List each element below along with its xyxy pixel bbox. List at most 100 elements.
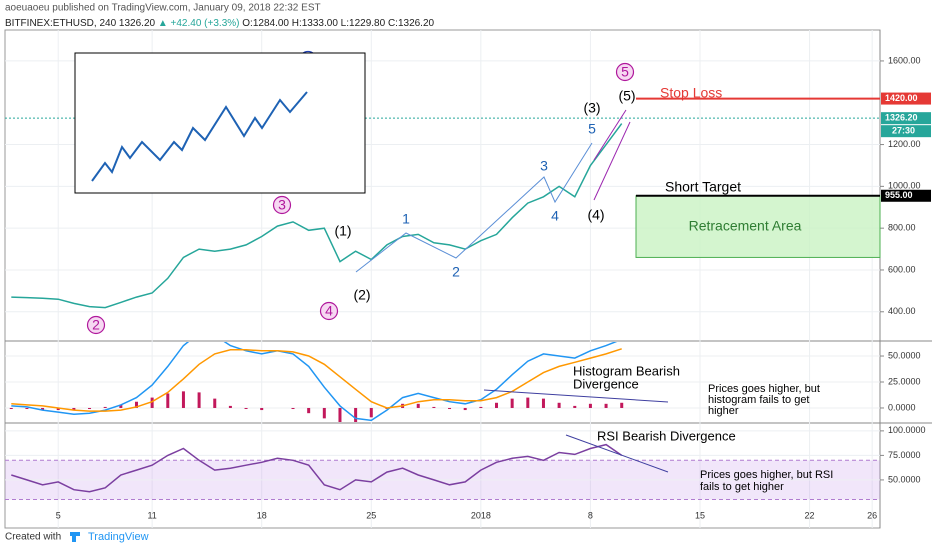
note: Histogram Bearish [573, 363, 680, 378]
x-tick-label: 8 [588, 510, 593, 520]
histogram-bar [260, 407, 264, 411]
note: Divergence [573, 376, 639, 391]
y-tick-label: 25.0000 [888, 376, 921, 386]
created-with: Created with [5, 532, 61, 543]
level-label: 955.00 [885, 190, 913, 200]
note: RSI Bearish Divergence [597, 428, 736, 443]
series-line [11, 123, 623, 309]
histogram-bar [181, 391, 185, 408]
level-badge [881, 112, 931, 125]
level-label: 1326.20 [885, 113, 918, 123]
annotation: 3 [540, 158, 548, 174]
histogram-bar [41, 407, 45, 411]
x-tick-label: 5 [56, 510, 61, 520]
wave-line [355, 142, 593, 273]
histogram-bar [604, 403, 608, 408]
label-circle [272, 195, 292, 215]
x-tick-label: 2018 [471, 510, 491, 520]
histogram-bar [150, 397, 154, 408]
level-badge [881, 189, 931, 202]
annotation: 2 [92, 317, 100, 333]
annotation: (1) [334, 223, 351, 239]
y-tick-label: 0.0000 [888, 402, 916, 412]
level-label: 1420.00 [885, 93, 918, 103]
histogram-bar [620, 402, 624, 408]
histogram-bar [479, 406, 483, 408]
histogram-bar [228, 405, 232, 408]
annotation: 2 [452, 264, 460, 280]
histogram-bar [307, 407, 311, 414]
y-tick-label: 100.0000 [888, 425, 926, 435]
annotation: (3) [583, 100, 600, 116]
histogram-bar [166, 393, 170, 408]
wedge-line [593, 109, 627, 161]
divergence-line [483, 389, 669, 403]
histogram-bar [573, 405, 577, 408]
inset-box [74, 52, 366, 194]
histogram-bar [510, 398, 514, 408]
y-tick-label: 50.0000 [888, 350, 921, 360]
histogram-bar [541, 398, 545, 408]
publisher: aoeuaoeu published on TradingView.com, J… [5, 3, 321, 14]
histogram-bar [134, 401, 138, 408]
series-line [11, 443, 623, 493]
note: histogram fails to get [708, 394, 810, 406]
countdown-badge [881, 125, 931, 138]
histogram-bar [213, 398, 217, 408]
histogram-bar [291, 407, 295, 410]
annotation: Short Target [665, 179, 741, 195]
annotation: 4 [551, 208, 559, 224]
label-circle [86, 315, 106, 335]
y-tick-label: 400.00 [888, 306, 916, 316]
histogram-bar [56, 407, 60, 411]
histogram-bar [369, 407, 373, 418]
histogram-bar [416, 403, 420, 408]
histogram-bar [526, 397, 530, 408]
wedge-line [593, 121, 631, 201]
x-tick-label: 26 [867, 510, 877, 520]
logo [70, 532, 80, 542]
annotation: (4) [587, 207, 604, 223]
brand: TradingView [88, 531, 149, 543]
retracement-zone [635, 195, 881, 258]
x-tick-label: 11 [147, 510, 156, 520]
annotation: (2) [353, 287, 370, 303]
x-tick-label: 25 [366, 510, 376, 520]
annotation: Retracement Area [689, 218, 802, 234]
note: fails to get higher [700, 481, 784, 493]
annotation: 5 [588, 121, 596, 137]
annotation: 5 [621, 64, 629, 80]
y-tick-label: 1200.00 [888, 139, 921, 149]
y-tick-label: 1600.00 [888, 55, 921, 65]
histogram-bar [25, 407, 29, 410]
histogram-bar [119, 404, 123, 408]
histogram-bar [354, 407, 358, 422]
annotation: 4 [325, 303, 333, 319]
histogram-bar [588, 403, 592, 408]
histogram-bar [322, 407, 326, 419]
x-tick-label: 18 [257, 510, 267, 520]
histogram-bar [448, 407, 452, 410]
histogram-bar [463, 407, 467, 411]
histogram-bar [103, 406, 107, 408]
label-circle [615, 62, 635, 82]
y-tick-label: 800.00 [888, 223, 916, 233]
note: Prices goes higher, but [708, 383, 820, 395]
y-tick-label: 600.00 [888, 264, 916, 274]
symbol-line: BITFINEX:ETHUSD, 240 1326.20 ▲ +42.40 (+… [5, 18, 435, 29]
countdown: 27:30 [892, 126, 915, 136]
histogram-bar [495, 402, 499, 408]
inset-wave [91, 91, 308, 182]
x-tick-label: 15 [695, 510, 705, 520]
series-line [11, 348, 622, 412]
note: Prices goes higher, but RSI [700, 469, 833, 481]
symbol: BITFINEX:ETHUSD, 240 [5, 18, 117, 29]
histogram-bar [88, 407, 92, 410]
histogram-bar [557, 402, 561, 408]
histogram-bar [244, 407, 248, 410]
histogram-bar [338, 407, 342, 422]
y-tick-label: 1000.00 [888, 181, 921, 191]
annotation: Stop Loss [660, 85, 722, 101]
